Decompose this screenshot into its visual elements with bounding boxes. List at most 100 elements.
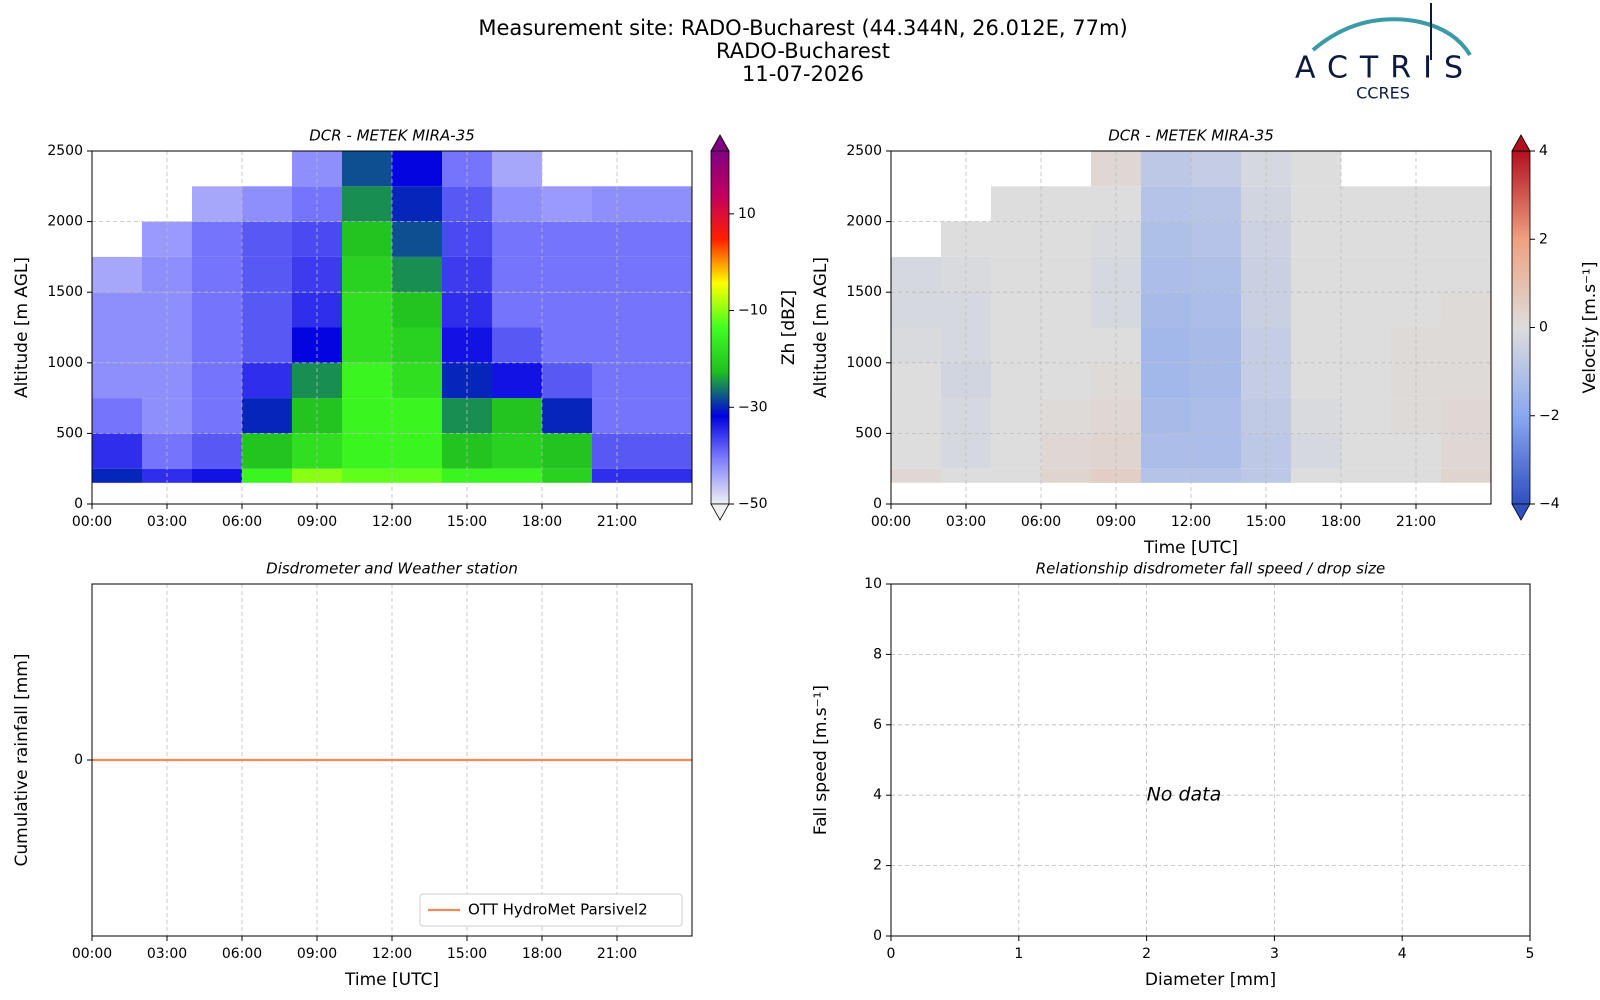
heat-cell: [1341, 292, 1391, 328]
heat-cell: [192, 468, 242, 483]
heat-cell: [342, 362, 392, 399]
heat-cell: [1141, 362, 1191, 399]
heat-cell: [1041, 433, 1091, 469]
heat-cell: [242, 186, 292, 222]
heat-cell: [991, 256, 1041, 293]
heat-cell: [542, 468, 592, 483]
heat-cell: [492, 398, 542, 434]
x-tick-label: 15:00: [1246, 514, 1286, 530]
x-tick-label: 09:00: [297, 514, 337, 530]
y-axis-label: Cumulative rainfall [mm]: [12, 654, 32, 867]
heat-cell: [92, 468, 142, 483]
heat-cell: [392, 433, 442, 469]
y-tick-label: 1000: [846, 355, 882, 371]
x-tick-label: 21:00: [597, 514, 637, 530]
colorbar-extend: [1511, 503, 1531, 521]
heat-cell: [192, 186, 242, 222]
y-tick-label: 0: [74, 752, 83, 768]
heat-cell: [192, 327, 242, 363]
heat-cell: [342, 327, 392, 363]
heat-cell: [991, 292, 1041, 328]
heat-cell: [1191, 398, 1241, 434]
heat-cell: [1041, 468, 1091, 483]
colorbar-extend: [1511, 134, 1531, 152]
heat-cell: [242, 221, 292, 257]
x-tick-label: 21:00: [597, 946, 637, 962]
colorbar-extend: [710, 134, 730, 152]
heat-cell: [192, 398, 242, 434]
x-tick-label: 5: [1526, 946, 1535, 962]
y-tick-label: 0: [873, 496, 882, 512]
y-tick-label: 10: [864, 576, 882, 592]
heat-cell: [492, 221, 542, 257]
colorbar-tick-label: −4: [1539, 496, 1560, 512]
heat-cell: [1341, 398, 1391, 434]
heat-cell: [1341, 186, 1391, 222]
heat-cell: [392, 151, 442, 187]
y-tick-label: 2000: [846, 214, 882, 230]
heat-cell: [1041, 398, 1091, 434]
heat-cell: [1191, 433, 1241, 469]
colorbar-tick-label: −30: [738, 399, 768, 415]
figure-date: 11-07-2026: [742, 62, 864, 86]
x-tick-label: 2: [1142, 946, 1151, 962]
x-tick-label: 3: [1270, 946, 1279, 962]
heat-cell: [92, 398, 142, 434]
x-tick-label: 06:00: [1021, 514, 1061, 530]
y-tick-label: 500: [56, 425, 83, 441]
heat-cell: [1341, 256, 1391, 293]
heat-cell: [1041, 186, 1091, 222]
heat-cell: [242, 327, 292, 363]
heat-cell: [1341, 468, 1391, 483]
legend-label: OTT HydroMet Parsivel2: [468, 901, 648, 919]
heat-cell: [642, 398, 692, 434]
heat-cell: [1041, 327, 1091, 363]
heat-cell: [542, 256, 592, 293]
y-axis-label: Altitude [m AGL]: [811, 257, 831, 398]
heat-cell: [891, 362, 941, 399]
heat-cell: [192, 433, 242, 469]
heat-cell: [1141, 151, 1191, 187]
heat-cell: [1141, 327, 1191, 363]
heat-cell: [342, 292, 392, 328]
heat-cell: [542, 398, 592, 434]
y-tick-label: 2500: [47, 143, 83, 159]
heat-cell: [1341, 327, 1391, 363]
x-tick-label: 12:00: [372, 946, 412, 962]
x-tick-label: 15:00: [447, 514, 487, 530]
heat-cell: [342, 256, 392, 293]
heat-cell: [542, 292, 592, 328]
x-tick-label: 09:00: [297, 946, 337, 962]
heat-cell: [242, 468, 292, 483]
y-tick-label: 2000: [47, 214, 83, 230]
heat-cell: [1341, 433, 1391, 469]
heat-cell: [1141, 398, 1191, 434]
heat-cell: [1341, 362, 1391, 399]
heat-cell: [642, 292, 692, 328]
heat-cell: [1291, 468, 1341, 483]
colorbar: [1511, 150, 1531, 505]
heat-cell: [492, 151, 542, 187]
heat-cell: [1291, 151, 1341, 187]
heat-cell: [392, 468, 442, 483]
plot-frame: [91, 150, 693, 505]
heat-cell: [542, 362, 592, 399]
heat-cell: [342, 433, 392, 469]
x-axis-label: Diameter [mm]: [1145, 970, 1276, 990]
logo-text: ACTRIS: [1295, 51, 1475, 86]
colorbar-extend: [710, 503, 730, 521]
heat-cell: [1191, 151, 1241, 187]
heat-cell: [991, 398, 1041, 434]
heat-cell: [192, 221, 242, 257]
y-tick-label: 8: [873, 646, 882, 662]
heat-cell: [1441, 362, 1491, 399]
heat-cell: [1441, 292, 1491, 328]
heat-cell: [891, 327, 941, 363]
heat-cell: [891, 292, 941, 328]
heat-cell: [891, 256, 941, 293]
x-tick-label: 09:00: [1096, 514, 1136, 530]
logo: ACTRIS CCRES: [1295, 3, 1475, 103]
heat-cell: [991, 327, 1041, 363]
heat-cell: [1291, 292, 1341, 328]
